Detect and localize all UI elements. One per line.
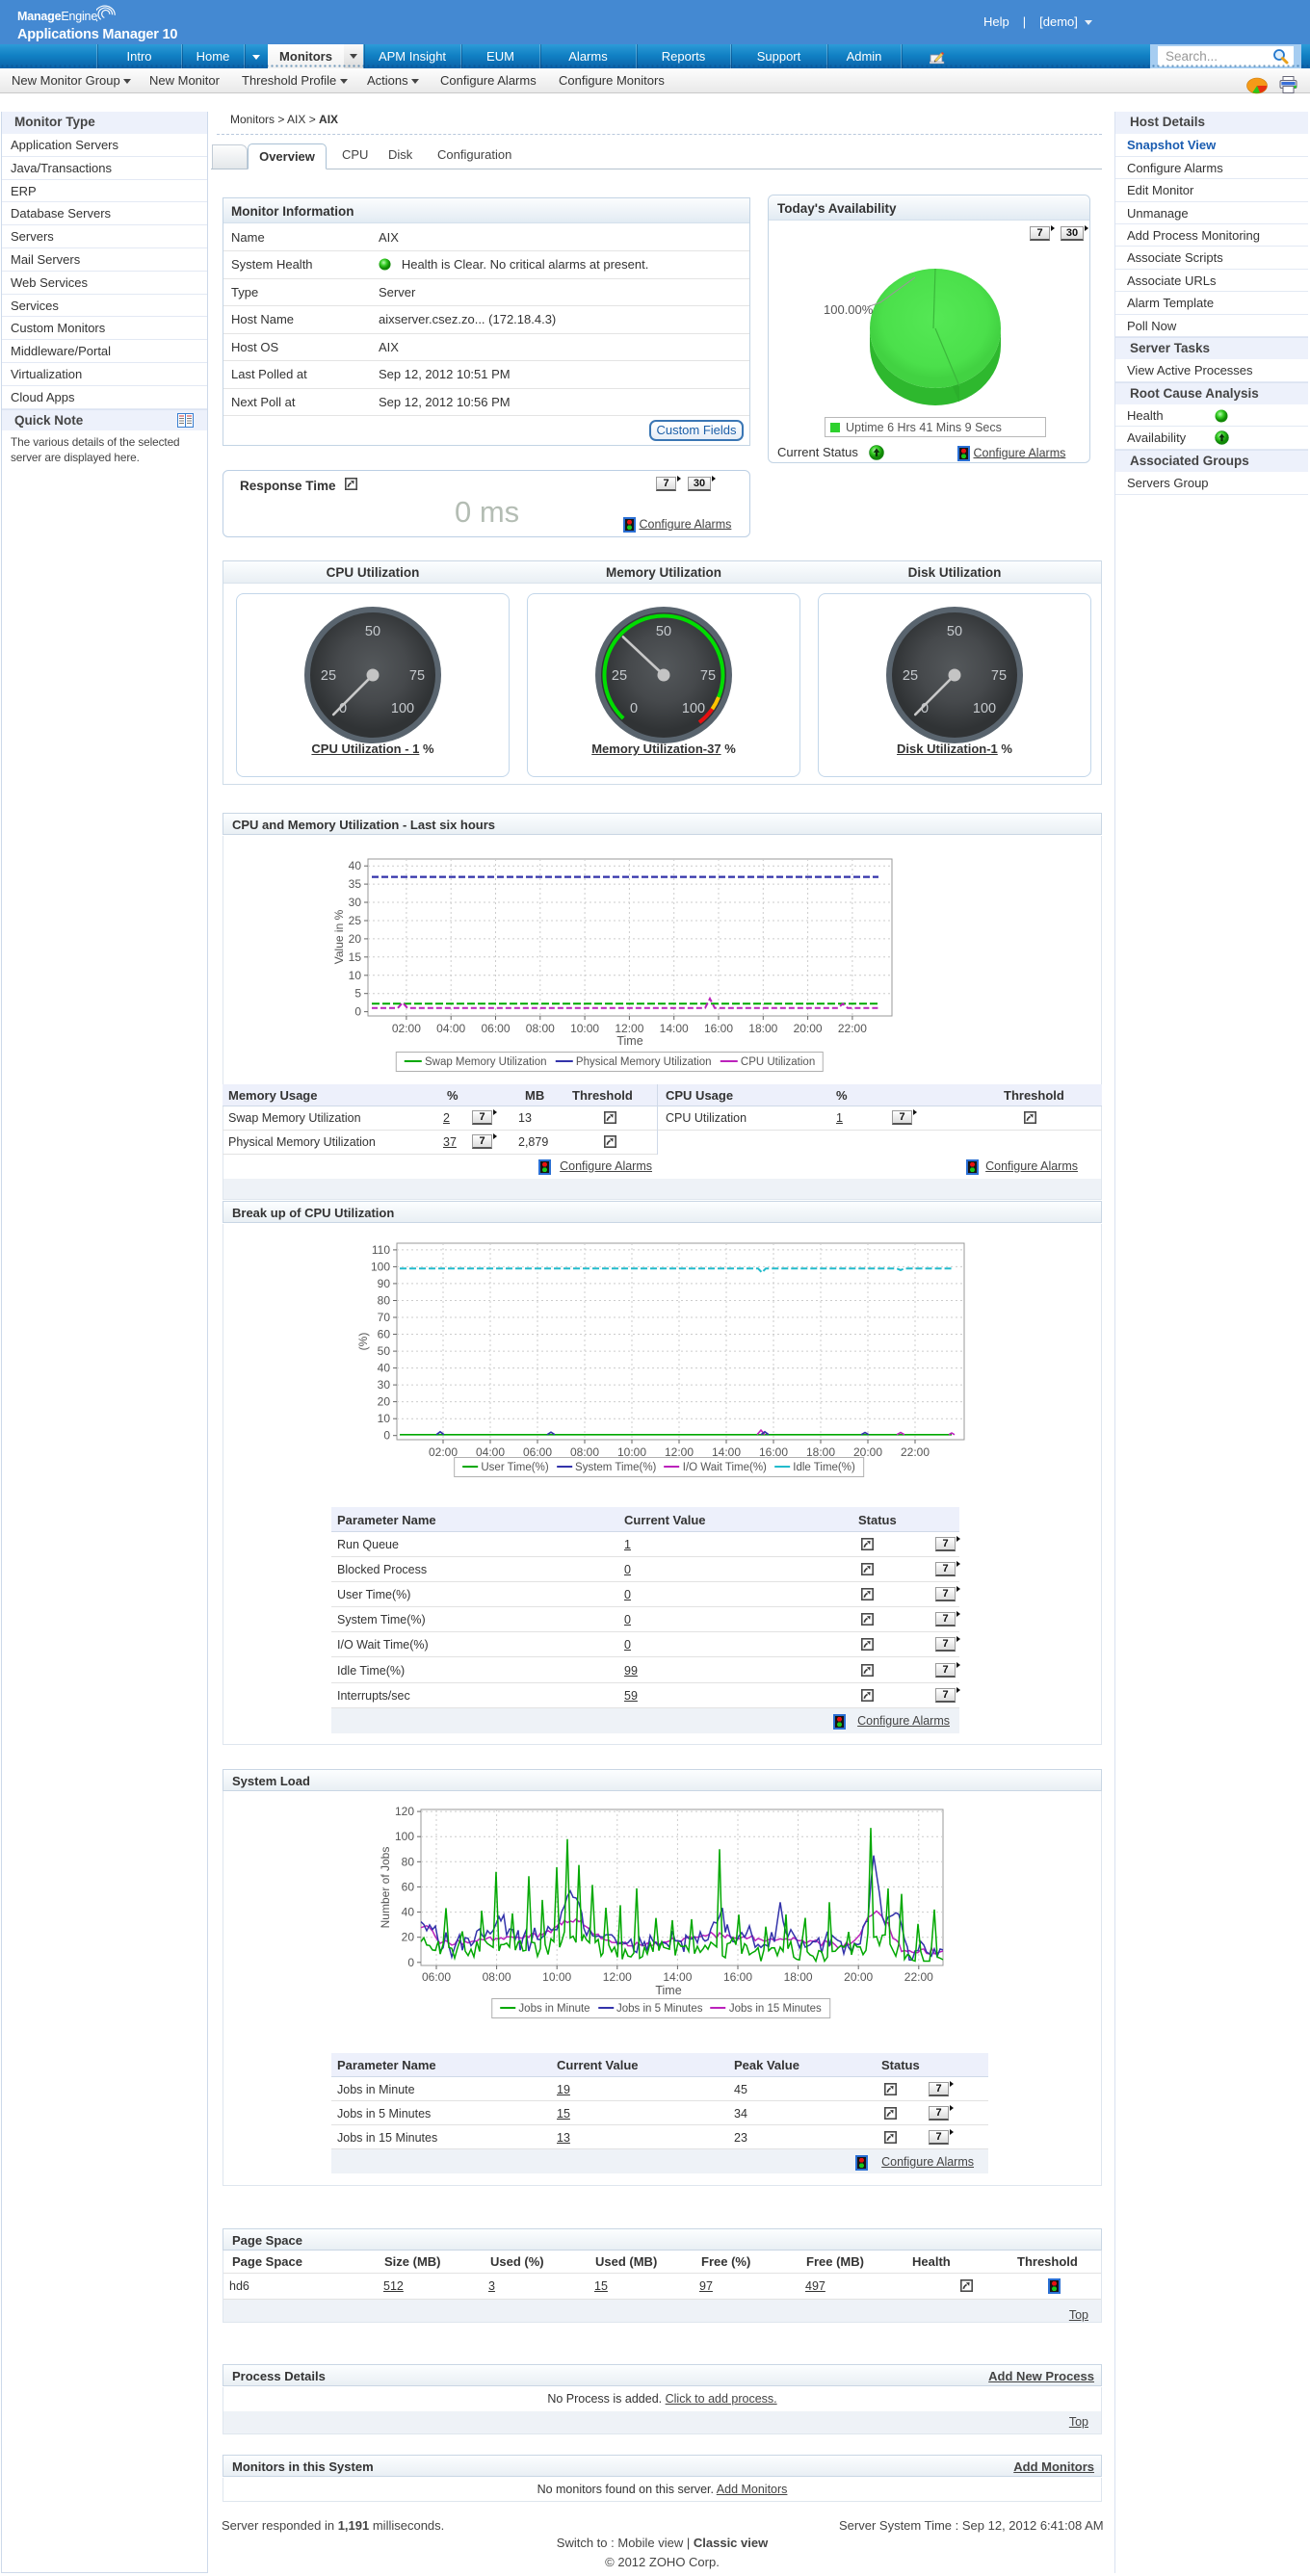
svg-text:20:00: 20:00 [844,1970,873,1984]
svg-text:12:00: 12:00 [603,1970,632,1984]
svg-text:18:00: 18:00 [748,1022,777,1035]
svg-text:04:00: 04:00 [476,1445,505,1459]
svg-text:20: 20 [349,932,362,946]
svg-text:40: 40 [402,1906,415,1919]
svg-text:10:00: 10:00 [542,1970,571,1984]
svg-text:100: 100 [391,701,414,716]
svg-text:12:00: 12:00 [615,1022,643,1035]
svg-text:(%): (%) [356,1333,370,1351]
svg-text:100: 100 [395,1830,414,1843]
svg-text:16:00: 16:00 [704,1022,733,1035]
svg-text:60: 60 [402,1880,415,1893]
svg-text:16:00: 16:00 [759,1445,788,1459]
svg-text:20:00: 20:00 [794,1022,823,1035]
svg-text:14:00: 14:00 [660,1022,689,1035]
svg-text:22:00: 22:00 [904,1970,933,1984]
svg-text:Number of Jobs: Number of Jobs [379,1847,392,1929]
svg-text:40: 40 [349,859,362,872]
svg-text:12:00: 12:00 [665,1445,694,1459]
svg-text:10:00: 10:00 [570,1022,599,1035]
svg-text:40: 40 [378,1362,391,1375]
svg-text:0: 0 [339,701,347,716]
svg-text:50: 50 [656,624,671,639]
svg-text:14:00: 14:00 [663,1970,692,1984]
svg-text:120: 120 [395,1805,414,1818]
svg-text:06:00: 06:00 [422,1970,451,1984]
svg-text:04:00: 04:00 [436,1022,465,1035]
svg-text:06:00: 06:00 [523,1445,552,1459]
svg-text:Time: Time [616,1034,642,1048]
svg-text:25: 25 [612,668,627,684]
svg-text:10: 10 [378,1412,391,1425]
svg-text:20: 20 [402,1931,415,1944]
svg-text:30: 30 [378,1378,391,1392]
svg-text:50: 50 [378,1344,391,1358]
svg-text:0: 0 [407,1956,414,1969]
svg-text:Time: Time [655,1984,681,1997]
svg-text:0: 0 [921,701,929,716]
svg-text:110: 110 [372,1243,390,1257]
svg-text:18:00: 18:00 [784,1970,813,1984]
svg-text:22:00: 22:00 [838,1022,867,1035]
svg-text:50: 50 [365,624,380,639]
svg-text:100: 100 [682,701,705,716]
svg-text:30: 30 [349,896,362,909]
svg-text:25: 25 [321,668,336,684]
svg-text:Value in %: Value in % [332,909,346,964]
svg-text:90: 90 [378,1277,391,1290]
svg-text:15: 15 [349,950,362,964]
svg-text:06:00: 06:00 [481,1022,510,1035]
svg-text:22:00: 22:00 [901,1445,930,1459]
svg-text:100: 100 [371,1260,390,1273]
svg-text:02:00: 02:00 [392,1022,421,1035]
svg-text:80: 80 [402,1855,415,1868]
svg-text:50: 50 [947,624,962,639]
svg-text:08:00: 08:00 [526,1022,555,1035]
svg-text:10: 10 [349,969,362,982]
svg-text:10:00: 10:00 [617,1445,646,1459]
svg-text:80: 80 [378,1294,391,1308]
svg-text:100: 100 [973,701,996,716]
svg-text:20:00: 20:00 [853,1445,882,1459]
svg-text:08:00: 08:00 [570,1445,599,1459]
svg-text:35: 35 [349,877,362,891]
svg-text:0: 0 [383,1429,390,1443]
svg-text:75: 75 [700,668,716,684]
svg-text:08:00: 08:00 [483,1970,511,1984]
svg-text:75: 75 [991,668,1007,684]
svg-text:16:00: 16:00 [723,1970,752,1984]
svg-text:75: 75 [409,668,425,684]
svg-text:18:00: 18:00 [806,1445,835,1459]
svg-text:60: 60 [378,1328,391,1341]
svg-text:25: 25 [349,914,362,927]
svg-text:70: 70 [378,1311,391,1324]
svg-text:5: 5 [354,987,361,1001]
svg-text:0: 0 [354,1005,361,1019]
svg-text:0: 0 [630,701,638,716]
svg-text:25: 25 [903,668,918,684]
svg-text:14:00: 14:00 [712,1445,741,1459]
svg-text:20: 20 [378,1395,391,1409]
svg-text:02:00: 02:00 [429,1445,458,1459]
